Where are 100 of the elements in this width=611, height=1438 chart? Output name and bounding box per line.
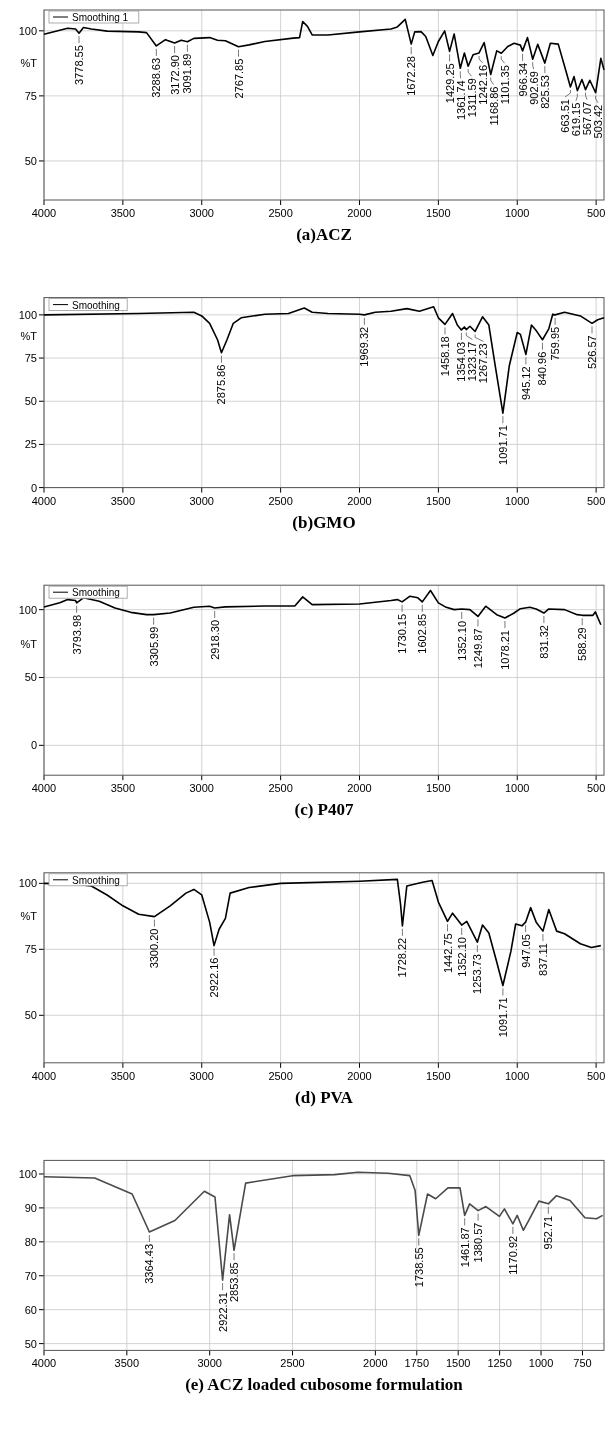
annotation: 1380.57 [472,1222,485,1263]
annotation: 1311.59 [465,78,478,118]
y-tick-label: 80 [24,1235,37,1248]
y-tick-label: 50 [24,671,37,684]
legend-label: Smoothing [72,587,120,599]
y-tick-label: 100 [18,877,37,890]
y-axis-title: %T [20,910,38,923]
y-tick-label: 75 [24,352,37,365]
annotation: 1170.92 [506,1235,519,1275]
x-tick-label: 1000 [505,207,530,219]
annotation: 1168.86 [487,86,500,126]
x-tick-label: 750 [573,1357,592,1370]
annotation: 1672.28 [405,56,418,96]
annotation: 902.69 [527,71,540,105]
x-tick-label: 4000 [31,207,57,219]
x-tick-label: 3000 [189,782,214,795]
legend-label: Smoothing [72,874,120,886]
annotation: 526.57 [586,335,599,369]
annotation: 1361.74 [454,80,467,121]
annotation: 2922.31 [216,1292,229,1332]
y-tick-label: 75 [24,89,37,102]
x-tick-label: 3000 [189,494,214,507]
annotation: 1267.23 [477,343,490,384]
annotation: 3364.43 [143,1243,156,1284]
annotation: 1101.35 [498,65,511,105]
annotation: 1091.71 [496,425,509,465]
annotation: 825.53 [538,75,551,109]
annotation: 3778.55 [73,45,86,85]
annotation: 2918.30 [208,620,221,660]
x-tick-label: 2000 [347,782,372,795]
annotation: 1323.17 [466,341,479,382]
x-tick-label: 2500 [268,782,293,795]
x-tick-label: 1000 [505,1069,530,1082]
annotation: 3288.63 [150,57,163,98]
x-tick-label: 1000 [528,1357,554,1370]
x-tick-label: 1500 [426,494,451,507]
annotation: 1242.16 [476,64,489,105]
x-tick-label: 1500 [426,1069,451,1082]
x-tick-label: 4000 [31,1357,57,1370]
x-tick-label: 4000 [31,1069,57,1082]
x-tick-label: 500 [586,782,606,795]
annotation: 3793.98 [70,614,83,655]
annotation: 1461.87 [458,1227,471,1268]
x-tick-label: 3000 [189,1069,214,1082]
annotation: 1442.75 [441,933,454,974]
annotation: 1728.22 [396,937,409,978]
y-tick-label: 25 [24,438,37,451]
annotation: 567.07 [581,101,593,136]
y-axis-title: %T [20,637,38,650]
annotation: 1738.55 [412,1247,425,1288]
x-tick-label: 500 [586,1069,606,1082]
annotation: 1078.21 [498,630,511,670]
text: (e) ACZ loaded cubosome formulation [185,1375,464,1395]
x-tick-label: 2500 [268,1069,293,1082]
x-tick-label: 1250 [487,1357,512,1370]
x-tick-label: 3500 [110,207,136,219]
x-tick-label: 3500 [110,782,136,795]
annotation: 837.11 [536,943,549,976]
y-tick-label: 60 [24,1303,37,1316]
x-tick-label: 1500 [426,207,451,219]
y-tick-label: 100 [18,308,37,321]
x-tick-label: 3500 [114,1357,140,1370]
annotation: 2922.16 [208,957,221,998]
x-tick-label: 500 [586,207,606,219]
y-tick-label: 50 [24,1009,37,1022]
legend-label: Smoothing [72,299,120,311]
annotation: 1249.87 [471,628,484,669]
annotation: 966.34 [516,62,529,97]
annotation: 1354.03 [455,341,468,382]
annotation: 3091.89 [181,53,194,94]
y-tick-label: 90 [24,1201,37,1214]
text: (c) P407 [294,800,354,820]
annotation: 840.96 [536,351,549,386]
annotation: 3172.90 [168,55,181,95]
x-tick-label: 1000 [505,782,530,795]
x-tick-label: 2000 [347,1069,372,1082]
text: (a)ACZ [296,225,352,244]
annotation: 2853.85 [228,1262,241,1303]
y-tick-label: 0 [30,481,37,494]
x-tick-label: 1500 [445,1357,471,1370]
y-tick-label: 50 [24,1337,37,1350]
y-axis-title: %T [20,57,38,70]
annotation: 759.95 [549,326,562,361]
x-tick-label: 1750 [404,1357,430,1370]
y-tick-label: 0 [30,739,37,752]
legend-label: Smoothing 1 [72,12,129,23]
x-tick-label: 3000 [189,207,214,219]
annotation: 1253.73 [471,954,484,994]
annotation: 503.42 [592,104,604,139]
x-tick-label: 3500 [110,1069,136,1082]
x-tick-label: 500 [586,494,606,507]
y-tick-label: 100 [18,603,37,616]
y-axis-title: %T [20,330,38,343]
x-tick-label: 2000 [347,494,372,507]
annotation: 2767.85 [232,58,245,99]
text: (d) PVA [295,1087,354,1107]
annotation: 588.29 [576,627,589,661]
annotation: 3305.99 [147,626,160,667]
x-tick-label: 1000 [505,494,530,507]
annotation: 1969.32 [358,326,371,367]
